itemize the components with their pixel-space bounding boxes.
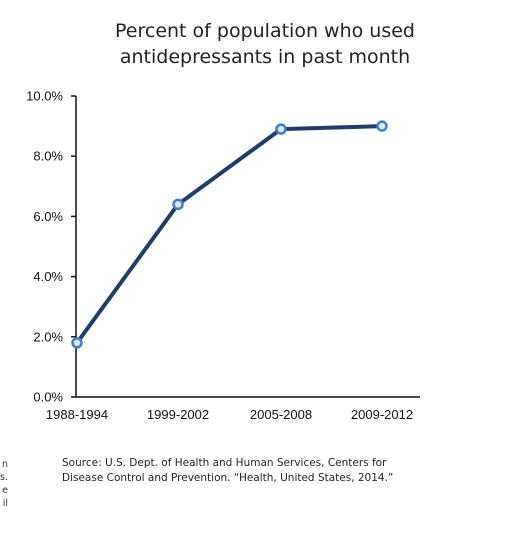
x-tick-label: 2005-2008 [250,407,312,422]
cropped-text-line: s. [0,472,8,483]
data-point [376,120,388,132]
cropped-text-line: n [1,459,8,470]
x-tick-label: 2009-2012 [351,407,413,422]
y-tick-label: 6.0% [33,209,63,224]
chart-title: Percent of population who used antidepre… [60,18,470,70]
series-line [75,124,384,345]
y-tick-label: 10.0% [26,89,63,104]
y-tick-label: 8.0% [33,149,63,164]
data-point [71,337,83,349]
cropped-text-line: e [2,485,8,496]
source-line-2: Disease Control and Prevention. “Health,… [62,472,394,484]
y-tick-label: 0.0% [33,390,63,405]
cropped-side-text: n s. e il [0,458,8,510]
x-tick-label: 1999-2002 [147,407,209,422]
source-line-1: Source: U.S. Dept. of Health and Human S… [62,457,387,469]
data-point [172,198,184,211]
data-point [275,123,287,135]
chart-title-line-2: antidepressants in past month [119,46,411,68]
cropped-text-line: il [2,498,8,509]
y-tick-label: 2.0% [33,329,63,344]
chart-title-line-1: Percent of population who used [115,20,415,42]
source-note: Source: U.S. Dept. of Health and Human S… [62,456,482,486]
x-tick-label: 1988-1994 [46,407,108,422]
y-tick-label: 4.0% [33,269,63,284]
